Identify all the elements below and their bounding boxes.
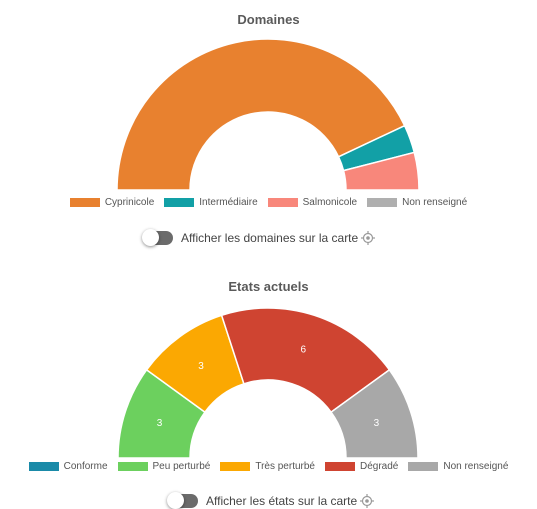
legend-swatch (324, 462, 355, 471)
legend-swatch (267, 198, 298, 207)
legend-swatch (117, 462, 148, 471)
data-label-peu-perturbe: 3 (157, 418, 163, 429)
crosshair-target-icon[interactable] (361, 231, 376, 245)
slice-degrade[interactable] (220, 307, 391, 414)
legend-item-conforme[interactable]: Conforme (28, 461, 108, 472)
legend-swatch (28, 462, 59, 471)
crosshair-target-icon[interactable] (360, 494, 375, 508)
legend-label: Dégradé (359, 461, 399, 472)
legend-label: Intermédiaire (199, 197, 258, 208)
domaines-toggle-switch[interactable] (142, 229, 173, 246)
legend-item-degrade[interactable]: Dégradé (324, 461, 399, 472)
etats-toggle-label: Afficher les états sur la carte (206, 494, 358, 508)
legend-swatch (367, 198, 398, 207)
domaines-chart-block: Domaines Cyprinicole Intermédiaire Salmoni… (0, 12, 537, 246)
toggle-knob (142, 229, 159, 246)
legend-item-tres-perturbe[interactable]: Très perturbé (220, 461, 315, 472)
legend-label: Cyprinicole (104, 197, 155, 208)
legend-item-non-renseigne[interactable]: Non renseigné (408, 461, 508, 472)
data-label-tres-perturbe: 3 (198, 361, 204, 372)
legend-item-intermediaire[interactable]: Intermédiaire (164, 197, 258, 208)
slice-non-renseigne[interactable] (330, 368, 419, 459)
legend-label: Non renseigné (443, 461, 509, 472)
domaines-legend: Cyprinicole Intermédiaire Salmonicole Non r… (0, 197, 537, 208)
legend-swatch (164, 198, 195, 207)
domaines-chart-title: Domaines (237, 12, 300, 27)
data-label-non-renseigne: 3 (374, 418, 380, 429)
legend-swatch (69, 198, 100, 207)
legend-label: Salmonicole (302, 197, 358, 208)
legend-swatch (220, 462, 251, 471)
legend-label: Peu perturbé (152, 461, 211, 472)
legend-label: Non renseigné (402, 197, 468, 208)
legend-item-non-renseigne[interactable]: Non renseigné (367, 197, 467, 208)
etats-chart-title: Etats actuels (228, 279, 309, 294)
domaines-half-donut-chart (116, 38, 420, 191)
slice-cyprinicole[interactable] (116, 38, 406, 191)
legend-item-peu-perturbe[interactable]: Peu perturbé (117, 461, 211, 472)
slice-salmonicole[interactable] (342, 151, 420, 191)
etats-half-donut-chart: 03363 (117, 307, 419, 459)
legend-label: Conforme (63, 461, 108, 472)
legend-item-cyprinicole[interactable]: Cyprinicole (69, 197, 155, 208)
etats-map-toggle-row[interactable]: Afficher les états sur la carte (167, 492, 375, 509)
legend-label: Très perturbé (255, 461, 315, 472)
domaines-map-toggle-row[interactable]: Afficher les domaines sur la carte (142, 229, 376, 246)
legend-swatch (408, 462, 439, 471)
domaines-toggle-label: Afficher les domaines sur la carte (181, 231, 359, 245)
etats-legend: Conforme Peu perturbé Très perturbé Dégradé… (0, 461, 537, 472)
data-label-degrade: 6 (300, 345, 306, 356)
legend-item-salmonicole[interactable]: Salmonicole (267, 197, 358, 208)
etats-toggle-switch[interactable] (167, 492, 198, 509)
